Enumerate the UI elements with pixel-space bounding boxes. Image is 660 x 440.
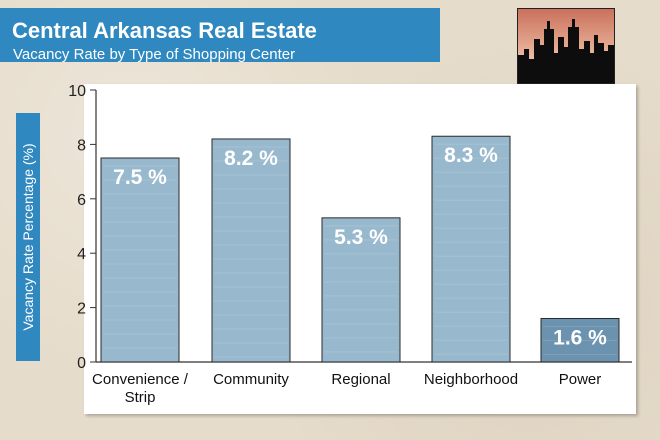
data-label: 8.2 %	[224, 147, 278, 170]
category-label-line: Neighborhood	[424, 371, 518, 388]
y-tick-label: 2	[77, 301, 86, 318]
category-label-line: Convenience /	[92, 371, 189, 388]
category-label: Regional	[331, 371, 390, 388]
y-tick-label: 8	[77, 137, 86, 154]
page-title: Central Arkansas Real Estate	[12, 18, 317, 43]
category-label: Convenience / Strip	[92, 371, 189, 406]
y-tick-label: 6	[77, 192, 86, 209]
data-label: 1.6 %	[553, 326, 607, 349]
title-banner: Central Arkansas Real Estate Vacancy Rat…	[0, 8, 440, 63]
category-label-line: Strip	[125, 389, 156, 406]
data-label: 7.5 %	[113, 166, 167, 189]
data-label: 5.3 %	[334, 226, 388, 249]
y-tick-label: 0	[77, 355, 86, 372]
y-axis-label-box	[16, 113, 40, 361]
category-label: Neighborhood	[424, 371, 518, 388]
page-subtitle: Vacancy Rate by Type of Shopping Center	[13, 46, 296, 63]
bar	[540, 317, 620, 363]
city-skyline-icon	[517, 8, 615, 84]
bar	[321, 217, 401, 363]
y-tick-label: 4	[77, 246, 86, 263]
category-label-line: Regional	[331, 371, 390, 388]
category-label: Community	[213, 371, 289, 388]
category-label-line: Power	[559, 371, 602, 388]
data-label: 8.3 %	[444, 144, 498, 167]
category-label: Power	[559, 371, 602, 388]
bar	[211, 138, 291, 363]
category-label-line: Community	[213, 371, 289, 388]
y-tick-label: 10	[68, 83, 86, 100]
bar	[431, 135, 511, 363]
bar	[100, 157, 180, 363]
